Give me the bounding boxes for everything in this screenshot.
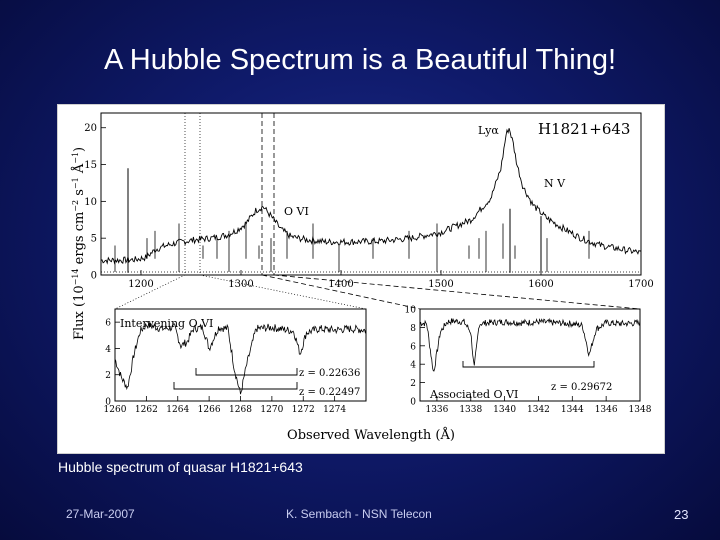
x-tick-label: 1200 <box>128 279 153 290</box>
y-tick-label: 6 <box>410 342 416 352</box>
x-tick-label: 1268 <box>229 405 252 415</box>
zoom-connector <box>261 274 421 310</box>
spectrum-line <box>100 128 642 265</box>
y-tick-label: 10 <box>84 197 97 208</box>
zoom-connector <box>199 274 367 310</box>
z-label-1: z = 0.22636 <box>299 368 360 379</box>
y-tick-label: 10 <box>405 306 417 316</box>
x-tick-label: 1600 <box>528 279 553 290</box>
x-tick-label: 1342 <box>527 405 550 415</box>
footer-date: 27-Mar-2007 <box>66 507 135 521</box>
x-tick-label: 1272 <box>292 405 315 415</box>
main-plot-frame <box>100 112 642 276</box>
page-number: 23 <box>674 507 689 522</box>
x-tick-label: 1500 <box>428 279 453 290</box>
x-tick-label: 1340 <box>493 405 516 415</box>
inset2-plot: 0 2 4 6 8 10 1336 1338 1340 1342 1344 1346 1348 <box>405 306 652 416</box>
footer-presenter: K. Sembach - NSN Telecon <box>286 507 432 521</box>
x-tick-label: 1348 <box>629 405 652 415</box>
x-tick-label: 1260 <box>104 405 127 415</box>
ovi-label: O VI <box>284 205 309 218</box>
lya-label: Lyα <box>478 124 499 137</box>
x-tick-label: 1262 <box>135 405 158 415</box>
x-tick-label: 1700 <box>628 279 653 290</box>
x-tick-label: 1266 <box>198 405 221 415</box>
inset2-frame <box>419 308 641 402</box>
spectrum-line <box>419 317 641 372</box>
associated-label: Associated O VI <box>429 388 518 401</box>
bracket-3 <box>462 361 595 368</box>
x-tick-label: 1270 <box>260 405 283 415</box>
y-tick-label: 0 <box>105 398 111 408</box>
x-tick-label: 1336 <box>425 405 448 415</box>
spectrum-line <box>114 321 367 395</box>
y-axis-title: Flux (10−14 ergs cm−2 s−1 Å−1) <box>71 147 87 340</box>
bracket-1 <box>195 368 298 376</box>
y-tick-label: 4 <box>410 361 416 371</box>
x-tick-label: 1274 <box>323 405 346 415</box>
x-tick-label: 1300 <box>228 279 253 290</box>
x-tick-label: 1264 <box>166 405 189 415</box>
x-tick-label: 1338 <box>459 405 482 415</box>
y-tick-label: 0 <box>410 398 416 408</box>
y-tick-label: 20 <box>84 123 97 134</box>
main-chart-title: H1821+643 <box>538 120 630 138</box>
x-tick-label: 1344 <box>561 405 584 415</box>
inset1-plot: 0 2 4 6 1260 1262 1264 1266 1268 1270 1272 1274 <box>104 319 367 415</box>
y-tick-label: 8 <box>410 324 416 334</box>
z-label-3: z = 0.29672 <box>551 382 612 393</box>
x-tick-label: 1400 <box>328 279 353 290</box>
bracket-2 <box>173 382 298 390</box>
z-label-2: z = 0.22497 <box>299 387 360 398</box>
x-axis-title: Observed Wavelength (Å) <box>287 427 455 443</box>
x-tick-label: 1346 <box>595 405 618 415</box>
slide-title: A Hubble Spectrum is a Beautiful Thing! <box>103 44 617 76</box>
zoom-connector <box>114 274 186 310</box>
y-tick-label: 2 <box>410 379 416 389</box>
intervening-label: Intervening O VI <box>120 317 213 330</box>
y-tick-label: 4 <box>105 345 111 355</box>
y-tick-label: 2 <box>105 371 111 381</box>
spectrum-figure: 0 5 10 15 20 1200 1300 1400 1500 1600 1700 H1821+6… <box>57 104 665 454</box>
y-tick-label: 5 <box>91 234 97 245</box>
y-tick-label: 0 <box>91 271 97 282</box>
y-tick-label: 6 <box>105 319 111 329</box>
zoom-connector <box>273 274 641 310</box>
figure-caption: Hubble spectrum of quasar H1821+643 <box>58 459 303 475</box>
y-tick-label: 15 <box>84 160 97 171</box>
main-plot: 0 5 10 15 20 1200 1300 1400 1500 1600 1700 <box>84 123 653 290</box>
nv-label: N V <box>544 177 566 190</box>
